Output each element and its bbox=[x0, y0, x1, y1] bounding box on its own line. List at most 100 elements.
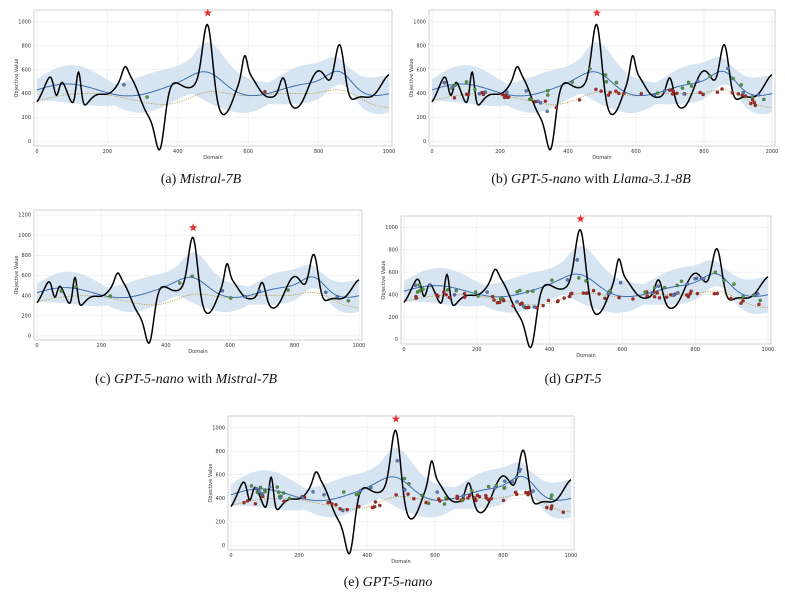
y-tick-label: 0 bbox=[222, 543, 225, 549]
green-sample-point bbox=[263, 490, 267, 494]
chart-e-svg: 0 200 400 600 800 1000 0 200 400 600 800 1000 Domain… bbox=[208, 414, 577, 565]
x-tick-label: 0 bbox=[402, 347, 405, 353]
blue-sample-point bbox=[278, 496, 282, 500]
red-sample-point bbox=[617, 91, 621, 96]
green-sample-point bbox=[577, 276, 581, 280]
red-sample-point bbox=[502, 95, 507, 100]
blue-sample-point bbox=[701, 277, 706, 281]
blue-sample-point bbox=[483, 90, 488, 94]
y-tick-label: 1000 bbox=[18, 20, 31, 26]
red-sample-point bbox=[326, 501, 330, 505]
green-sample-point bbox=[74, 285, 78, 289]
red-sample-point bbox=[511, 304, 515, 308]
y-tick-label: 600 bbox=[416, 67, 426, 73]
red-sample-point bbox=[436, 497, 441, 501]
red-sample-point bbox=[334, 503, 338, 507]
chart-e: 0 200 400 600 800 1000 0 200 400 600 800 1000 Domain… bbox=[196, 408, 580, 566]
green-sample-point bbox=[529, 97, 534, 102]
blue-sample-point bbox=[257, 289, 261, 293]
green-sample-point bbox=[662, 285, 667, 290]
x-tick-label: 1000 bbox=[383, 149, 396, 155]
blue-sample-point bbox=[536, 99, 540, 104]
x-tick-label: 200 bbox=[472, 347, 482, 353]
blue-sample-point bbox=[656, 284, 661, 289]
green-sample-point bbox=[614, 80, 619, 85]
red-sample-point bbox=[750, 98, 755, 102]
x-tick-label: 800 bbox=[314, 149, 324, 155]
red-sample-point bbox=[245, 499, 250, 503]
green-sample-point bbox=[442, 502, 447, 506]
x-axis-label: Domain bbox=[203, 155, 222, 161]
red-sample-point bbox=[622, 91, 626, 96]
green-sample-point bbox=[486, 484, 491, 489]
red-sample-point bbox=[330, 502, 334, 506]
blue-sample-point bbox=[521, 304, 526, 309]
green-sample-point bbox=[604, 80, 609, 84]
blue-sample-point bbox=[662, 89, 667, 93]
red-sample-point bbox=[752, 100, 757, 105]
green-sample-point bbox=[750, 95, 755, 99]
green-sample-point bbox=[470, 489, 474, 493]
red-sample-point bbox=[567, 294, 572, 299]
red-sample-point bbox=[372, 505, 377, 509]
blue-sample-point bbox=[505, 90, 509, 94]
red-sample-point bbox=[639, 91, 644, 96]
red-sample-point bbox=[357, 504, 361, 509]
chart-b: 0 200 400 600 800 1000 0 200 400 600 800 2000 Domain… bbox=[401, 4, 781, 162]
green-sample-point bbox=[341, 490, 346, 494]
red-sample-point bbox=[657, 296, 662, 300]
red-sample-point bbox=[474, 498, 478, 503]
green-sample-point bbox=[444, 496, 448, 500]
x-tick-label: 800 bbox=[699, 149, 709, 155]
y-tick-label: 1200 bbox=[18, 213, 31, 219]
green-sample-point bbox=[356, 492, 361, 496]
red-sample-point bbox=[442, 290, 446, 294]
y-tick-label: 0 bbox=[28, 139, 31, 145]
red-sample-point bbox=[464, 92, 469, 97]
red-sample-point bbox=[729, 296, 733, 301]
red-sample-point bbox=[412, 496, 416, 501]
blue-sample-point bbox=[461, 494, 466, 498]
red-sample-point bbox=[655, 291, 660, 295]
objective-line bbox=[36, 23, 390, 151]
chart-b-svg: 0 200 400 600 800 1000 0 200 400 600 800 2000 Domain… bbox=[409, 8, 778, 161]
chart-c-svg: 0 200 400 600 800 1000 1200 0 200 400 600 800 1000 Do… bbox=[14, 209, 365, 355]
blue-sample-point bbox=[413, 283, 418, 288]
red-sample-point bbox=[406, 492, 410, 496]
panel-c: 0 200 400 600 800 1000 1200 0 200 400 600 800 1000 Do… bbox=[6, 206, 366, 396]
blue-sample-point bbox=[301, 496, 305, 500]
blue-sample-point bbox=[220, 289, 225, 293]
green-sample-point bbox=[531, 289, 535, 293]
red-sample-point bbox=[462, 295, 467, 299]
green-sample-point bbox=[421, 287, 425, 291]
green-sample-point bbox=[722, 278, 726, 283]
blue-sample-point bbox=[254, 486, 258, 491]
green-sample-point bbox=[417, 283, 422, 287]
red-sample-point bbox=[242, 500, 246, 505]
blue-sample-point bbox=[652, 93, 657, 97]
y-tick-label: 200 bbox=[21, 115, 31, 121]
max-star-marker bbox=[592, 8, 602, 17]
red-sample-point bbox=[414, 294, 418, 299]
objective-line bbox=[36, 236, 360, 344]
x-tick-label: 400 bbox=[563, 149, 573, 155]
red-sample-point bbox=[345, 507, 350, 512]
blue-sample-point bbox=[335, 295, 340, 299]
green-sample-point bbox=[708, 74, 712, 78]
blue-sample-point bbox=[531, 489, 535, 493]
green-sample-point bbox=[445, 288, 450, 292]
blue-sample-point bbox=[322, 493, 326, 497]
blue-sample-point bbox=[524, 89, 528, 93]
blue-sample-point bbox=[682, 92, 686, 96]
blue-sample-point bbox=[259, 491, 264, 496]
blue-sample-point bbox=[726, 66, 730, 71]
y-tick-label: 400 bbox=[215, 496, 225, 502]
x-tick-label: 200 bbox=[495, 149, 505, 155]
green-sample-point bbox=[584, 279, 588, 283]
gp-mean-line bbox=[230, 475, 572, 502]
x-tick-label: 800 bbox=[290, 343, 300, 349]
red-sample-point bbox=[698, 90, 702, 95]
green-sample-point bbox=[464, 80, 469, 84]
y-tick-label: 1000 bbox=[18, 233, 31, 239]
chart-d-svg: 0 200 400 600 800 1000 0 200 400 600 800 1000 Domain… bbox=[381, 214, 774, 359]
